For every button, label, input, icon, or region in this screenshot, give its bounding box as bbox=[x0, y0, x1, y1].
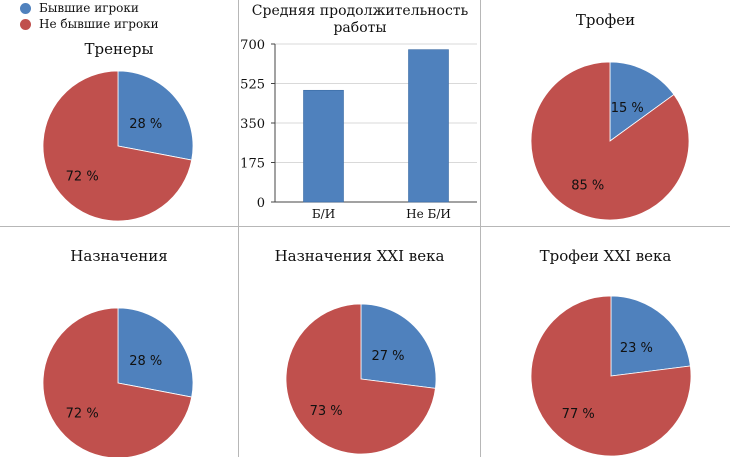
pie-data-label: 27 % bbox=[371, 349, 404, 364]
y-tick-label: 700 bbox=[240, 38, 265, 53]
chart-title: Средняя продолжительность работы bbox=[251, 3, 469, 36]
pie-data-label: 72 % bbox=[66, 170, 99, 185]
pie-slice bbox=[42, 70, 193, 222]
chart-title: Трофеи XXI века bbox=[539, 247, 672, 265]
legend-label: Не бывшие игроки bbox=[39, 17, 159, 31]
pie-slice bbox=[610, 295, 691, 377]
legend-swatch-icon bbox=[20, 2, 31, 14]
panel-divider bbox=[480, 0, 481, 457]
chart-title: Назначения XXI века bbox=[274, 247, 445, 265]
pie-slice bbox=[42, 307, 193, 457]
x-tick-label: Не Б/И bbox=[406, 207, 451, 221]
legend-item: Не бывшие игроки bbox=[20, 16, 159, 32]
panel-divider bbox=[238, 0, 239, 457]
legend-swatch-icon bbox=[20, 18, 31, 30]
y-tick-label: 350 bbox=[240, 117, 265, 132]
pie-data-label: 28 % bbox=[129, 117, 162, 132]
pie-slice bbox=[609, 61, 675, 142]
pie-data-label: 85 % bbox=[571, 179, 604, 194]
x-tick-label: Б/И bbox=[312, 207, 335, 221]
bar bbox=[408, 49, 449, 203]
pie-data-label: 73 % bbox=[310, 404, 343, 419]
y-tick-label: 525 bbox=[240, 78, 265, 93]
legend: Бывшие игроки Не бывшие игроки bbox=[20, 0, 159, 32]
pie-data-label: 72 % bbox=[66, 407, 99, 422]
pie-slice bbox=[530, 61, 690, 221]
legend-label: Бывшие игроки bbox=[39, 1, 139, 15]
pie-slice bbox=[285, 303, 436, 455]
pie-slice bbox=[360, 303, 437, 389]
pie-data-label: 15 % bbox=[611, 101, 644, 116]
y-tick-label: 175 bbox=[240, 157, 265, 172]
chart-title: Трофеи bbox=[575, 11, 636, 29]
pie-data-label: 77 % bbox=[562, 407, 595, 422]
bar bbox=[303, 89, 344, 203]
pie-slice bbox=[117, 70, 194, 161]
chart-title: Назначения bbox=[70, 247, 168, 265]
pie-data-label: 23 % bbox=[620, 341, 653, 356]
panel-divider bbox=[0, 226, 730, 227]
chart-title: Тренеры bbox=[84, 40, 154, 58]
y-tick-label: 0 bbox=[257, 196, 265, 211]
pie-slice bbox=[117, 307, 194, 398]
legend-item: Бывшие игроки bbox=[20, 0, 159, 16]
pie-slice bbox=[530, 295, 692, 457]
pie-data-label: 28 % bbox=[129, 354, 162, 369]
